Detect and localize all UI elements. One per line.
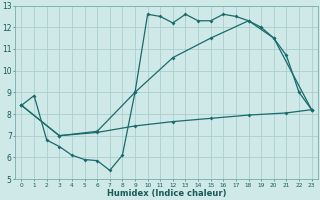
X-axis label: Humidex (Indice chaleur): Humidex (Indice chaleur) xyxy=(107,189,226,198)
